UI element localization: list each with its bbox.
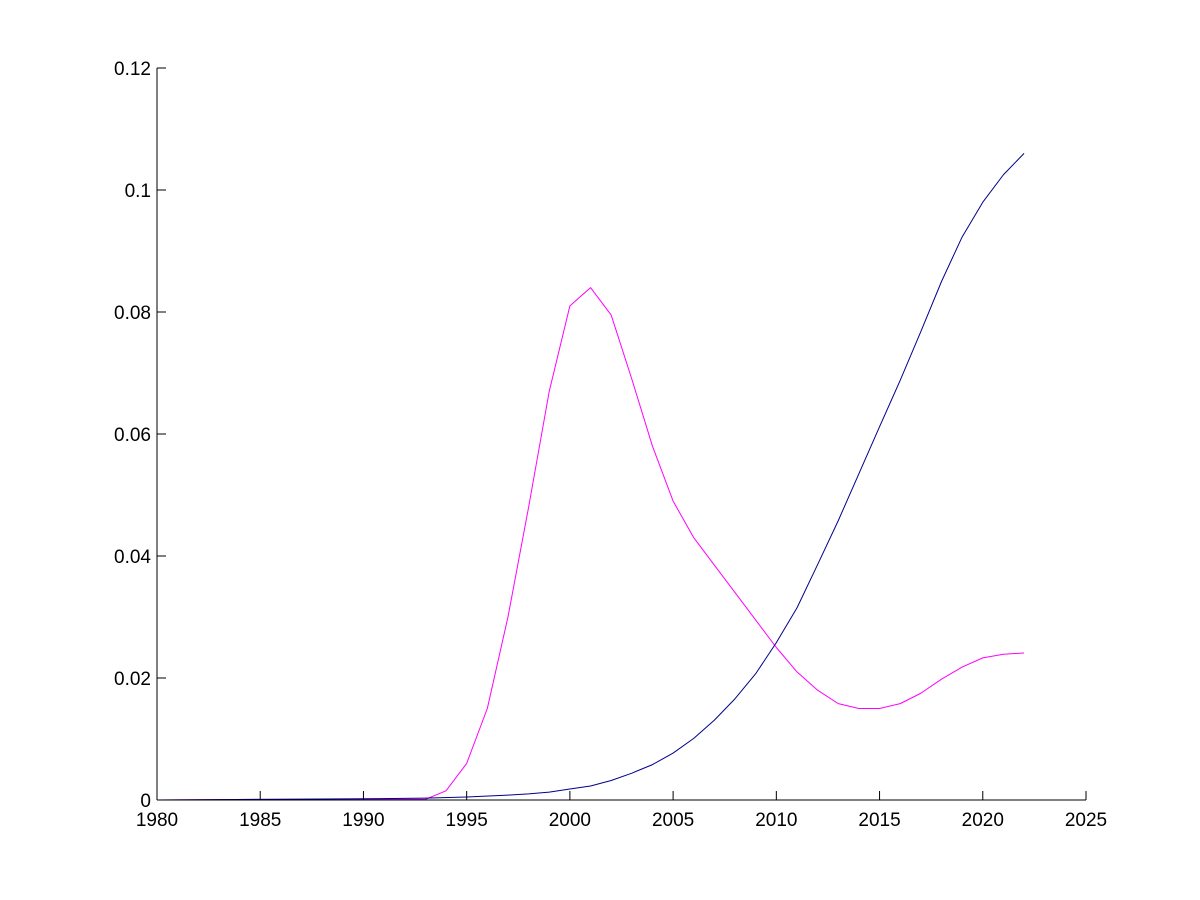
axes-layer: 1980 1985 1990 1995 2000 2005 2010 2015 2020 2025… [114, 59, 1107, 831]
y-tick-label: 0.02 [114, 669, 151, 690]
y-tick-label: 0.1 [125, 181, 151, 202]
x-tick-label: 2020 [962, 810, 1004, 831]
y-tick-label: 0.06 [114, 425, 151, 446]
x-tick-label: 2025 [1065, 810, 1107, 831]
x-tick-label: 1990 [342, 810, 384, 831]
y-tick-label: 0 [140, 791, 151, 812]
y-tick-label: 0.08 [114, 303, 151, 324]
series-line-1 [156, 153, 1025, 801]
series-line-0 [156, 287, 1025, 801]
y-tick-label: 0.12 [114, 59, 151, 80]
y-tick-label: 0.04 [114, 547, 151, 568]
x-tick-label: 1980 [136, 810, 178, 831]
series-layer [156, 153, 1025, 801]
x-tick-label: 1995 [446, 810, 488, 831]
x-tick-label: 1985 [239, 810, 281, 831]
x-tick-label: 2015 [858, 810, 900, 831]
x-tick-label: 2005 [652, 810, 694, 831]
x-tick-label: 2010 [755, 810, 797, 831]
x-tick-label: 2000 [549, 810, 591, 831]
